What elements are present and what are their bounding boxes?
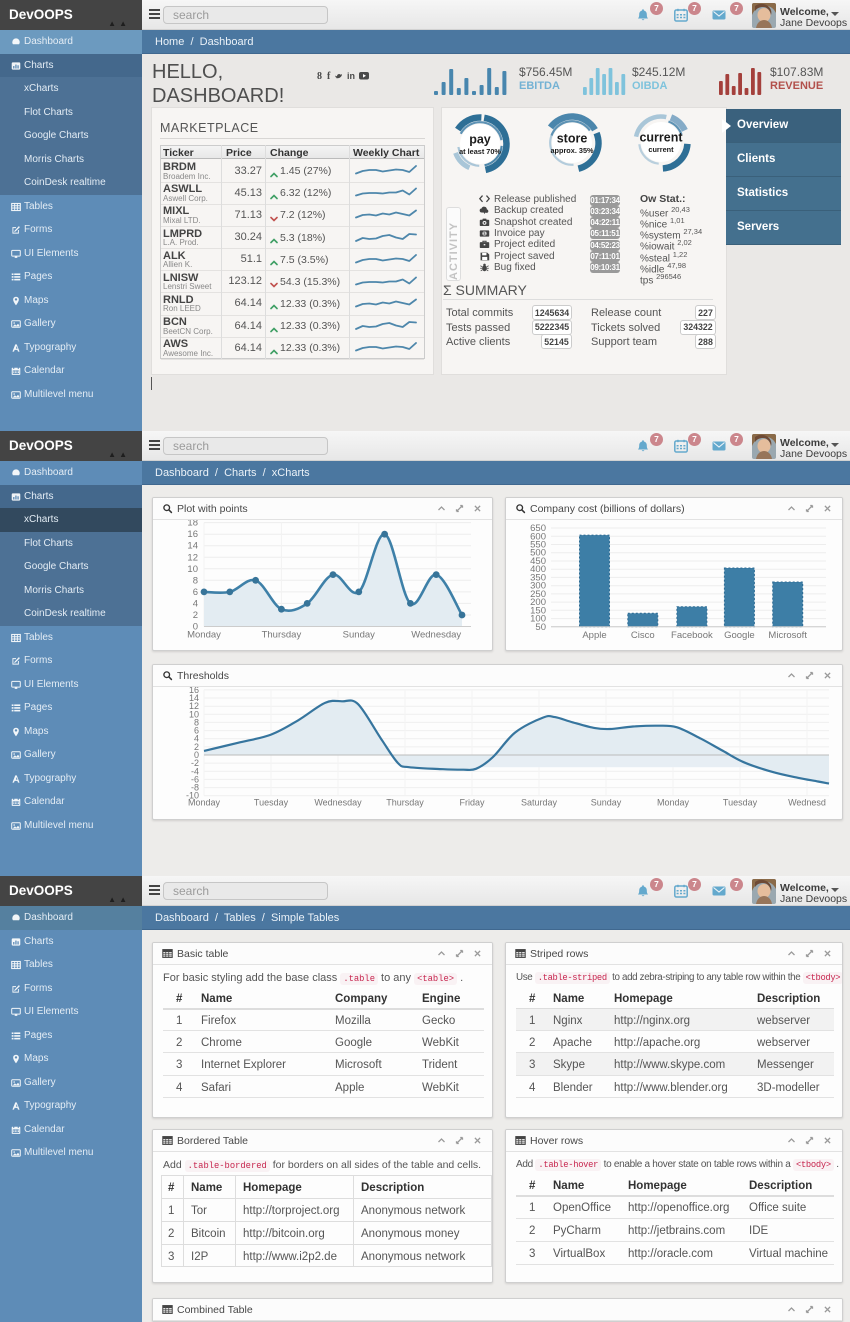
svg-text:0: 0 [194,750,199,760]
svg-text:Thursday: Thursday [262,630,302,641]
svg-text:10: 10 [189,709,199,719]
svg-text:550: 550 [530,540,546,551]
svg-text:Saturday: Saturday [521,798,558,808]
svg-text:current: current [648,145,674,154]
svg-text:6: 6 [194,726,199,736]
svg-text:in: in [347,71,355,81]
svg-text:600: 600 [530,531,546,542]
svg-text:0: 0 [193,622,198,633]
svg-text:150: 150 [530,605,546,616]
svg-text:Wednesday: Wednesday [314,798,362,808]
svg-text:8: 8 [317,71,322,81]
svg-text:-2: -2 [191,758,199,768]
svg-text:Sunday: Sunday [343,630,375,641]
svg-text:100: 100 [530,614,546,625]
svg-text:14: 14 [187,541,198,552]
svg-text:pay: pay [469,133,491,147]
svg-text:350: 350 [530,572,546,583]
svg-text:Tuesday: Tuesday [723,798,758,808]
svg-text:16: 16 [189,687,199,695]
svg-text:current: current [639,131,683,145]
svg-text:Microsoft: Microsoft [768,630,807,641]
svg-text:-6: -6 [191,774,199,784]
svg-text:18: 18 [187,520,198,529]
svg-text:6: 6 [193,587,198,598]
svg-text:2: 2 [194,742,199,752]
svg-text:Monday: Monday [657,798,690,808]
svg-text:4: 4 [193,598,198,609]
svg-text:12: 12 [189,701,199,711]
svg-text:Monday: Monday [187,630,221,641]
svg-text:16: 16 [187,529,198,540]
svg-text:12: 12 [187,552,198,563]
svg-text:250: 250 [530,589,546,600]
svg-text:400: 400 [530,564,546,575]
svg-text:650: 650 [530,523,546,534]
svg-text:300: 300 [530,581,546,592]
svg-text:200: 200 [530,597,546,608]
svg-text:8: 8 [194,717,199,727]
svg-text:store: store [557,132,588,146]
svg-text:450: 450 [530,556,546,567]
svg-text:-10: -10 [186,791,199,801]
svg-text:4: 4 [194,734,199,744]
svg-text:50: 50 [535,622,546,633]
svg-text:Facebook: Facebook [671,630,713,641]
svg-text:$: $ [483,231,486,236]
svg-text:10: 10 [187,564,198,575]
svg-text:8: 8 [193,575,198,586]
svg-text:f: f [327,71,331,81]
svg-text:Wednesday: Wednesday [411,630,461,641]
svg-text:Sunday: Sunday [591,798,622,808]
svg-text:500: 500 [530,548,546,559]
svg-text:2: 2 [193,610,198,621]
svg-text:Monday: Monday [188,798,221,808]
svg-text:-8: -8 [191,783,199,793]
svg-text:-4: -4 [191,766,199,776]
svg-text:Thursday: Thursday [386,798,424,808]
svg-text:Cisco: Cisco [631,630,655,641]
svg-text:14: 14 [189,693,199,703]
svg-text:Wednesd: Wednesd [788,798,826,808]
svg-text:Google: Google [724,630,755,641]
svg-text:at least 70%: at least 70% [459,147,501,156]
svg-text:Friday: Friday [459,798,485,808]
svg-text:Apple: Apple [582,630,606,641]
svg-text:Tuesday: Tuesday [254,798,289,808]
svg-text:approx. 35%: approx. 35% [551,146,594,155]
